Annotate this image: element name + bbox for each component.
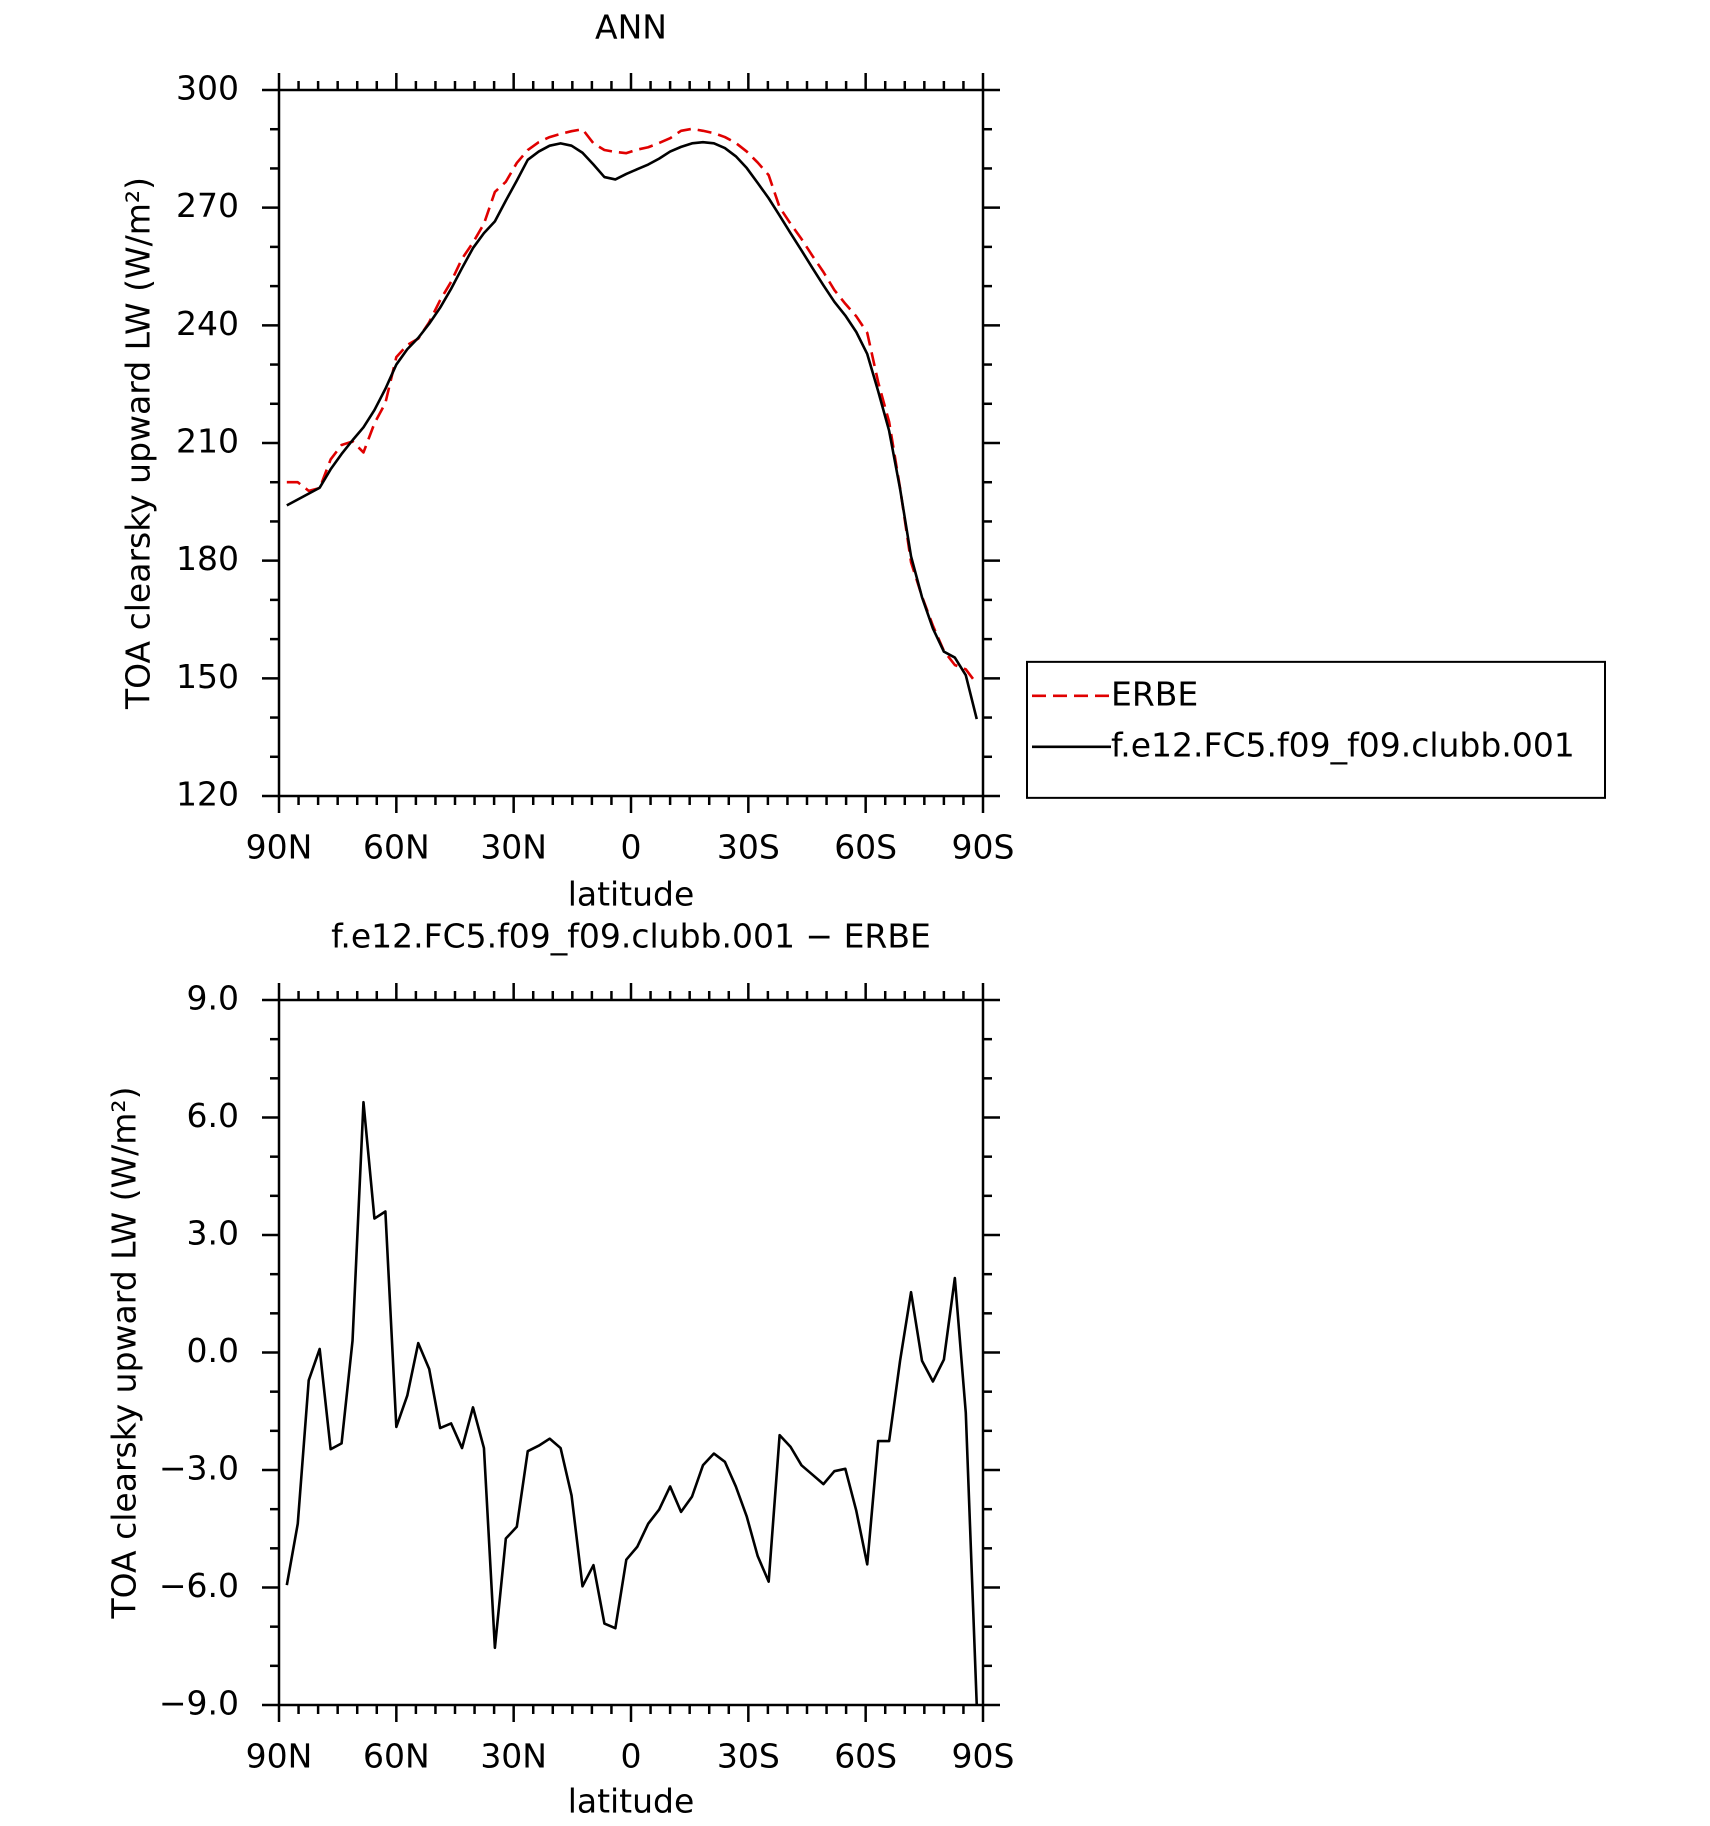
- data-line: [286, 140, 979, 720]
- y-tick-label: 300: [176, 69, 239, 108]
- x-tick-label: 30S: [717, 1737, 780, 1776]
- y-tick-label: −6.0: [159, 1566, 239, 1605]
- y-tick-label: 240: [176, 304, 239, 343]
- y-tick-label: 180: [176, 539, 239, 578]
- plot-frame: [277, 88, 985, 798]
- x-tick-label: 90S: [952, 1737, 1015, 1776]
- x-tick-label: 90N: [246, 1737, 313, 1776]
- chart-title: f.e12.FC5.f09_f09.clubb.001 − ERBE: [331, 917, 931, 956]
- y-axis-label: TOA clearsky upward LW (W/m²): [105, 1086, 144, 1619]
- y-tick-label: 150: [176, 657, 239, 696]
- y-tick-label: 120: [176, 775, 239, 814]
- x-tick-label: 30N: [480, 828, 547, 867]
- y-tick-label: 9.0: [187, 979, 239, 1018]
- y-tick-label: 3.0: [187, 1214, 239, 1253]
- x-axis-label: latitude: [568, 1782, 695, 1821]
- x-tick-label: 0: [621, 828, 642, 867]
- x-tick-label: 60N: [363, 1737, 430, 1776]
- data-line: [285, 1100, 979, 1705]
- x-tick-label: 30S: [717, 828, 780, 867]
- x-tick-label: 60S: [834, 828, 897, 867]
- plot-frame: [277, 998, 985, 1707]
- y-tick-label: −9.0: [159, 1684, 239, 1723]
- x-tick-label: 90S: [952, 828, 1015, 867]
- y-axis-label: TOA clearsky upward LW (W/m²): [119, 177, 158, 710]
- plot-area: [286, 127, 979, 720]
- legend-label: f.e12.FC5.f09_f09.clubb.001: [1111, 725, 1575, 764]
- y-tick-label: 270: [176, 186, 239, 225]
- legend-label: ERBE: [1111, 674, 1198, 713]
- plot-area: [285, 1100, 979, 1705]
- y-tick-label: 0.0: [187, 1331, 239, 1370]
- x-tick-label: 60S: [834, 1737, 897, 1776]
- chart-title: ANN: [595, 8, 667, 47]
- x-tick-label: 90N: [246, 828, 313, 867]
- y-tick-label: 6.0: [187, 1096, 239, 1135]
- x-tick-label: 0: [621, 1737, 642, 1776]
- legend-box: [1026, 660, 1606, 799]
- x-tick-label: 30N: [480, 1737, 547, 1776]
- y-tick-label: −3.0: [159, 1449, 239, 1488]
- x-tick-label: 60N: [363, 828, 430, 867]
- data-line: [286, 127, 978, 685]
- y-tick-label: 210: [176, 422, 239, 461]
- x-axis-label: latitude: [568, 875, 695, 914]
